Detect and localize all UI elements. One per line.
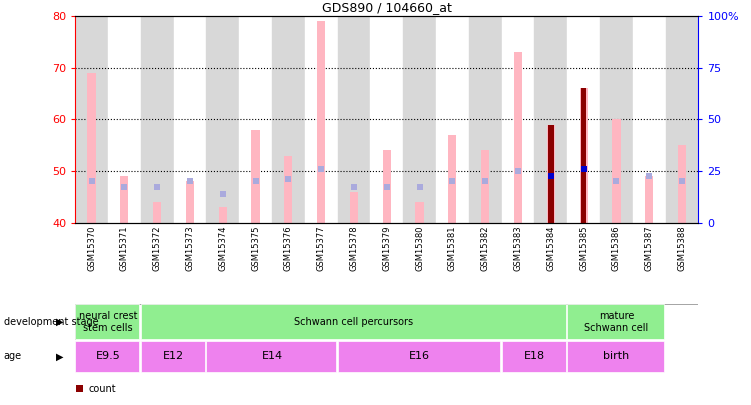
FancyBboxPatch shape: [207, 341, 336, 372]
Bar: [448, 135, 457, 223]
Bar: [535, 16, 567, 223]
Bar: [370, 16, 403, 223]
Bar: [185, 181, 194, 223]
Bar: [317, 21, 325, 223]
Bar: [75, 16, 108, 223]
Bar: [567, 16, 600, 223]
Bar: [633, 16, 665, 223]
Text: ▶: ▶: [56, 352, 64, 361]
Text: mature
Schwann cell: mature Schwann cell: [584, 311, 649, 333]
FancyBboxPatch shape: [140, 305, 566, 339]
Bar: [415, 202, 424, 223]
Bar: [600, 16, 633, 223]
Bar: [87, 73, 95, 223]
Bar: [252, 130, 260, 223]
FancyBboxPatch shape: [75, 305, 140, 339]
Bar: [581, 89, 587, 223]
Bar: [120, 176, 128, 223]
FancyBboxPatch shape: [75, 341, 140, 372]
Bar: [403, 16, 436, 223]
Text: E12: E12: [163, 352, 184, 361]
Bar: [645, 176, 653, 223]
Bar: [239, 16, 272, 223]
Bar: [612, 119, 620, 223]
Bar: [108, 16, 140, 223]
Bar: [76, 385, 83, 392]
Bar: [665, 16, 698, 223]
Text: E18: E18: [524, 352, 545, 361]
Text: neural crest
stem cells: neural crest stem cells: [79, 311, 137, 333]
Text: E9.5: E9.5: [95, 352, 120, 361]
Bar: [436, 16, 469, 223]
Bar: [469, 16, 502, 223]
Bar: [305, 16, 337, 223]
Bar: [173, 16, 207, 223]
Text: E14: E14: [261, 352, 282, 361]
Bar: [207, 16, 239, 223]
Bar: [678, 145, 686, 223]
Bar: [383, 150, 391, 223]
FancyBboxPatch shape: [337, 341, 500, 372]
Bar: [219, 207, 227, 223]
Text: development stage: development stage: [4, 317, 98, 327]
Bar: [350, 192, 358, 223]
Bar: [514, 52, 522, 223]
Bar: [547, 125, 555, 223]
Text: birth: birth: [603, 352, 629, 361]
Bar: [272, 16, 305, 223]
Text: count: count: [89, 384, 116, 394]
Bar: [153, 202, 161, 223]
Bar: [284, 156, 292, 223]
Text: age: age: [4, 352, 22, 361]
Text: E16: E16: [409, 352, 430, 361]
Title: GDS890 / 104660_at: GDS890 / 104660_at: [322, 1, 451, 14]
Text: ▶: ▶: [56, 317, 64, 327]
Bar: [481, 150, 490, 223]
FancyBboxPatch shape: [567, 305, 665, 339]
FancyBboxPatch shape: [502, 341, 566, 372]
Bar: [337, 16, 370, 223]
Bar: [140, 16, 173, 223]
Bar: [580, 89, 588, 223]
Bar: [502, 16, 535, 223]
Text: Schwann cell percursors: Schwann cell percursors: [294, 317, 414, 327]
Bar: [548, 125, 553, 223]
FancyBboxPatch shape: [140, 341, 205, 372]
FancyBboxPatch shape: [567, 341, 665, 372]
